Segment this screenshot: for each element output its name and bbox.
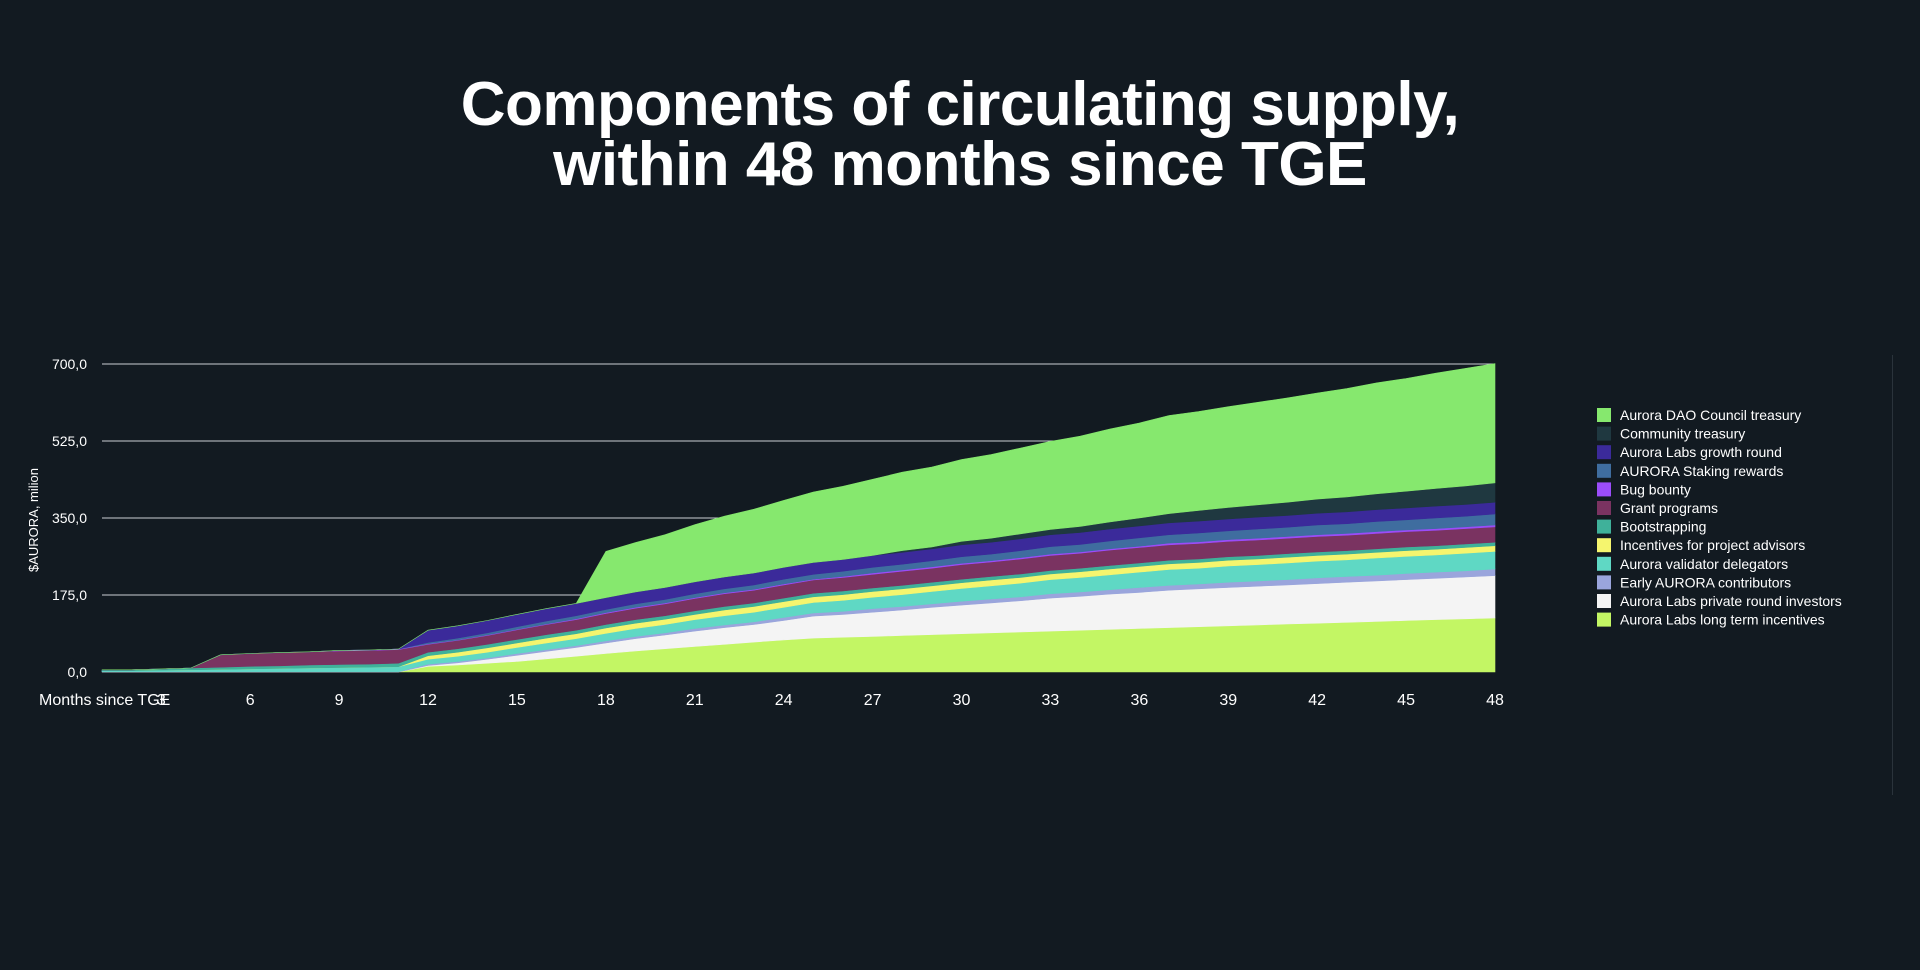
- y-tick-label: 700,0: [52, 356, 87, 372]
- legend-label: Aurora validator delegators: [1620, 556, 1788, 572]
- legend-swatch: [1597, 482, 1611, 497]
- legend-label: Aurora Labs growth round: [1620, 444, 1782, 460]
- x-tick-label: 33: [1042, 692, 1060, 709]
- x-tick-label: 45: [1397, 692, 1415, 709]
- area-series: [101, 363, 1496, 673]
- legend-label: Bug bounty: [1620, 481, 1691, 497]
- legend-swatch: [1597, 594, 1611, 608]
- legend-item-aurora-labs-private-round-investors: Aurora Labs private round investors: [1597, 593, 1842, 609]
- x-tick-label: 21: [686, 692, 704, 709]
- legend-item-aurora-staking-rewards: AURORA Staking rewards: [1597, 463, 1783, 479]
- axes: $AURORA, milion Months since TGE 0,0 175,…: [26, 356, 1504, 709]
- legend-swatch: [1597, 426, 1611, 441]
- legend-swatch: [1597, 463, 1611, 478]
- legend-item-bootstrapping: Bootstrapping: [1597, 519, 1706, 535]
- x-tick-label: 24: [775, 692, 793, 709]
- legend-label: Aurora DAO Council treasury: [1620, 407, 1801, 423]
- y-tick-label: 175,0: [52, 587, 87, 603]
- x-tick-label: 27: [864, 692, 882, 709]
- legend-swatch: [1597, 501, 1611, 515]
- legend-swatch: [1597, 519, 1611, 534]
- y-tick-label: 525,0: [52, 433, 87, 449]
- legend-label: Community treasury: [1620, 426, 1745, 442]
- x-tick-label: 42: [1308, 692, 1326, 709]
- legend-label: Early AURORA contributors: [1620, 574, 1791, 590]
- y-tick-label: 0,0: [68, 664, 88, 680]
- legend-item-aurora-validator-delegators: Aurora validator delegators: [1597, 556, 1788, 572]
- legend: Aurora DAO Council treasury Community tre…: [1597, 407, 1842, 628]
- legend-swatch: [1597, 556, 1611, 571]
- legend-label: Grant programs: [1620, 500, 1718, 516]
- x-tick-label: 12: [419, 692, 437, 709]
- legend-item-bug-bounty: Bug bounty: [1597, 481, 1691, 497]
- area-aurora-dao-council-treasury: [102, 363, 1496, 671]
- legend-swatch: [1597, 445, 1611, 460]
- y-tick-label: 350,0: [52, 510, 87, 526]
- legend-label: AURORA Staking rewards: [1620, 463, 1783, 479]
- x-tick-label: 15: [508, 692, 526, 709]
- x-tick-label: 48: [1486, 692, 1504, 709]
- legend-item-early-aurora-contributors: Early AURORA contributors: [1597, 574, 1791, 590]
- divider: [1892, 355, 1893, 795]
- chart-title-line-1: Components of circulating supply,: [460, 70, 1460, 139]
- legend-item-incentives-for-project-advisors: Incentives for project advisors: [1597, 537, 1805, 553]
- x-tick-label: 3: [157, 692, 166, 709]
- legend-item-community-treasury: Community treasury: [1597, 426, 1745, 442]
- legend-item-aurora-dao-council-treasury: Aurora DAO Council treasury: [1597, 407, 1801, 423]
- legend-swatch: [1597, 575, 1611, 590]
- legend-swatch: [1597, 538, 1611, 553]
- y-axis-label: $AURORA, milion: [26, 468, 41, 572]
- x-tick-label: 6: [246, 692, 255, 709]
- x-tick-label: 18: [597, 692, 615, 709]
- x-tick-label: 30: [953, 692, 971, 709]
- x-axis-label: Months since TGE: [39, 692, 170, 709]
- legend-item-aurora-labs-growth-round: Aurora Labs growth round: [1597, 444, 1782, 460]
- x-tick-label: 36: [1130, 692, 1148, 709]
- legend-item-aurora-labs-long-term-incentives: Aurora Labs long term incentives: [1597, 612, 1825, 628]
- x-tick-label: 39: [1219, 692, 1237, 709]
- legend-label: Aurora Labs long term incentives: [1620, 612, 1825, 628]
- legend-swatch: [1597, 612, 1611, 627]
- legend-label: Bootstrapping: [1620, 519, 1706, 535]
- legend-label: Aurora Labs private round investors: [1620, 593, 1842, 609]
- legend-swatch: [1597, 408, 1611, 422]
- legend-item-grant-programs: Grant programs: [1597, 500, 1718, 516]
- chart-title-line-2: within 48 months since TGE: [553, 130, 1367, 199]
- legend-label: Incentives for project advisors: [1620, 537, 1805, 553]
- x-tick-label: 9: [335, 692, 344, 709]
- chart-title: Components of circulating supply, within…: [0, 70, 1920, 199]
